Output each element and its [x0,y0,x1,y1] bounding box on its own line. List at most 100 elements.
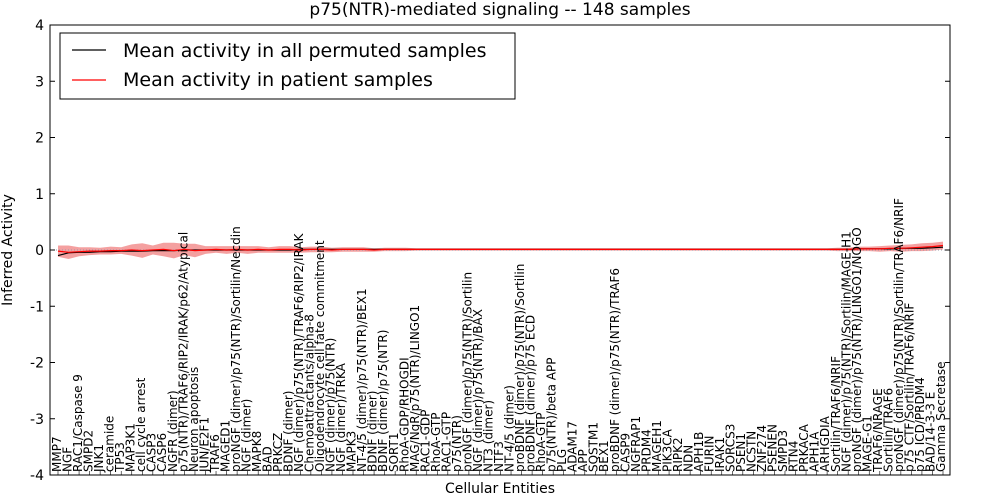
entity-label: PRKACA [797,423,811,472]
y-tick-label: 3 [35,74,44,90]
entity-label: proBDNF (dimer)/p75(NTR)/Sortilin [513,264,527,472]
entity-label: MMP7 [50,436,64,472]
entity-label: TRAF6 [208,434,222,473]
y-tick-label: -1 [30,299,44,315]
entity-label: RIPK2 [671,437,685,472]
entity-label: proBDNF (dimer)/p75(NTR)/TRAF6 [608,268,622,472]
entity-label: PRDM4 [639,429,653,472]
entity-label: MAPK8 [250,431,264,472]
entity-label: IRAK1 [713,437,727,472]
entity-label: NGF (dimer)/p75(NTR)/Sortilin/MAGE-H1 [839,231,853,472]
x-axis-label: Cellular Entities [445,481,555,497]
entity-label: SMPD3 [776,430,790,472]
entity-label: APP [576,449,590,472]
entity-label: TP53 [113,442,127,473]
entity-label: SORT1 [387,433,401,473]
y-tick-label: -4 [30,468,44,484]
entity-label: PLG [555,449,569,472]
entity-label: ARHGDIA [818,415,832,472]
entity-label: proNGF (dimer)/p75(NTR)/Sortilin/Necdin [229,226,243,472]
entity-label: BAD/14-3-3 E [924,392,938,472]
entity-label: NGF (dimer) [239,399,253,472]
entity-label: proNGF (dimer)/p75(NTR)/LINGO1/NOGO [850,227,864,472]
y-tick-label: 2 [35,131,44,147]
entity-label: FURIN [703,435,717,472]
entity-label: NDN [681,445,695,472]
entity-label: BDNF (dimer) [282,391,296,473]
entity-label: JUN/E2F1 [197,417,211,473]
entity-label: MAGEH1 [650,420,664,472]
entity-label: p75 CTF/Sortilin/TRAF6/NRIF [902,303,916,472]
entity-label: p75(NTR) [450,415,464,472]
patient-mean-line [57,244,944,253]
entity-label: ADAM17 [566,421,580,472]
entity-label: CASP6 [155,433,169,472]
entity-label: Oligodendrocyte cell fate commitment [313,240,327,472]
entity-label: SQSTM1 [587,422,601,472]
entity-label: NT-4/5 (dimer)/p75(NTR)/BEX1 [355,288,369,472]
y-tick-label: 4 [35,18,44,34]
entity-label: Neuron apoptosis [187,367,201,472]
entity-label: proNGF (dimer)/p75(NTR)/Sortilin/TRAF6/N… [892,198,906,472]
y-tick-label: -2 [30,356,44,372]
entity-label: Chemoattractants/alpha-8 [303,314,317,472]
legend-entry-patient: Mean activity in patient samples [123,69,433,91]
entity-label: proNGF (dimer)/p75(NTR)/Sortilin [460,272,474,472]
entity-label: PSEN1 [734,433,748,472]
entity-label: NT3 (dimer) [482,400,496,472]
entity-label: PSENEN [766,424,780,472]
entity-label: RhoA-GDP/RHOGDI [397,357,411,472]
entity-label: APH1B [692,432,706,472]
entity-label: ceramide [103,416,117,472]
entity-label: Sortilin/TRAF6 [881,388,895,472]
entity-label: NCSTN [745,431,759,472]
entity-label: JNK1 [92,444,106,473]
entity-label: MAG/NgR/p75(NTR)/LINGO1 [408,305,422,472]
entity-label: NGF (dimer)/TRKA [334,362,348,472]
y-tick-label: -3 [30,412,44,428]
entity-label: SORCS3 [724,424,738,472]
entity-label: TRAF6/NRAGE [871,388,885,473]
entity-label: APH1A [808,431,822,472]
entity-label: NGF (dimer)/p75(NTR)/TRAF6/RIP2/IRAK [292,232,306,472]
entity-label: CASP3 [145,433,159,472]
entity-label: NT-4/5 (dimer) [503,385,517,472]
legend: Mean activity in all permuted samples Me… [59,32,516,100]
entity-label: RAC1-GDP [418,410,432,472]
entity-label: NTF3 [492,441,506,472]
entity-label: p75(NTR)/TRAF6/RIP2/IRAK/p62/Atypical [176,232,190,472]
entity-label: RhoA-GTP [534,413,548,472]
entity-label: Gamma Secretase [934,361,948,472]
entity-label: SMPD2 [82,430,96,472]
entity-label: proBDNF (dimer)/p75 ECD [524,315,538,472]
entity-label: CASP9 [618,433,632,472]
entity-label: RTN4 [787,441,801,472]
entity-label: RhoA-GTP [429,413,443,472]
entity-label: BAD [261,446,275,472]
entity-label: BEX1 [597,440,611,472]
y-axis-label: Inferred Activity [0,194,16,306]
entity-label: MAPK3 [345,431,359,472]
entity-label: PRKCZ [271,433,285,472]
y-tick-label: 1 [35,187,44,203]
entity-label: NGFR (dimer) [166,390,180,472]
legend-entry-permuted: Mean activity in all permuted samples [123,40,486,62]
entity-label: RAC1/Caspase 9 [71,374,85,472]
entity-label: p75 ICD/PRDM4 [913,377,927,472]
entity-label: NGF (dimer)/p75(NTR) [324,338,338,472]
y-tick-label: 0 [35,243,44,259]
entity-label: PIK3CA [660,428,674,472]
entity-label: NGF (dimer)/p75(NTR)/BAX [471,309,485,472]
entity-label: NGFRAP1 [629,416,643,472]
entity-label: MAGE-G1 [860,415,874,472]
entity-label: ZNF274 [755,425,769,472]
entity-label: BDNF (dimer)/p75(NTR) [376,330,390,472]
entity-label: MAGED1 [218,420,232,472]
entity-label: RAC1-GTP [439,412,453,472]
entity-label: cell cycle arrest [134,377,148,472]
chart-title: p75(NTR)-mediated signaling -- 148 sampl… [309,0,690,20]
entity-label: p75(NTR)/beta APP [545,358,559,473]
entity-label: MAP3K1 [124,423,138,472]
entity-label: BDNF (dimer) [366,391,380,473]
